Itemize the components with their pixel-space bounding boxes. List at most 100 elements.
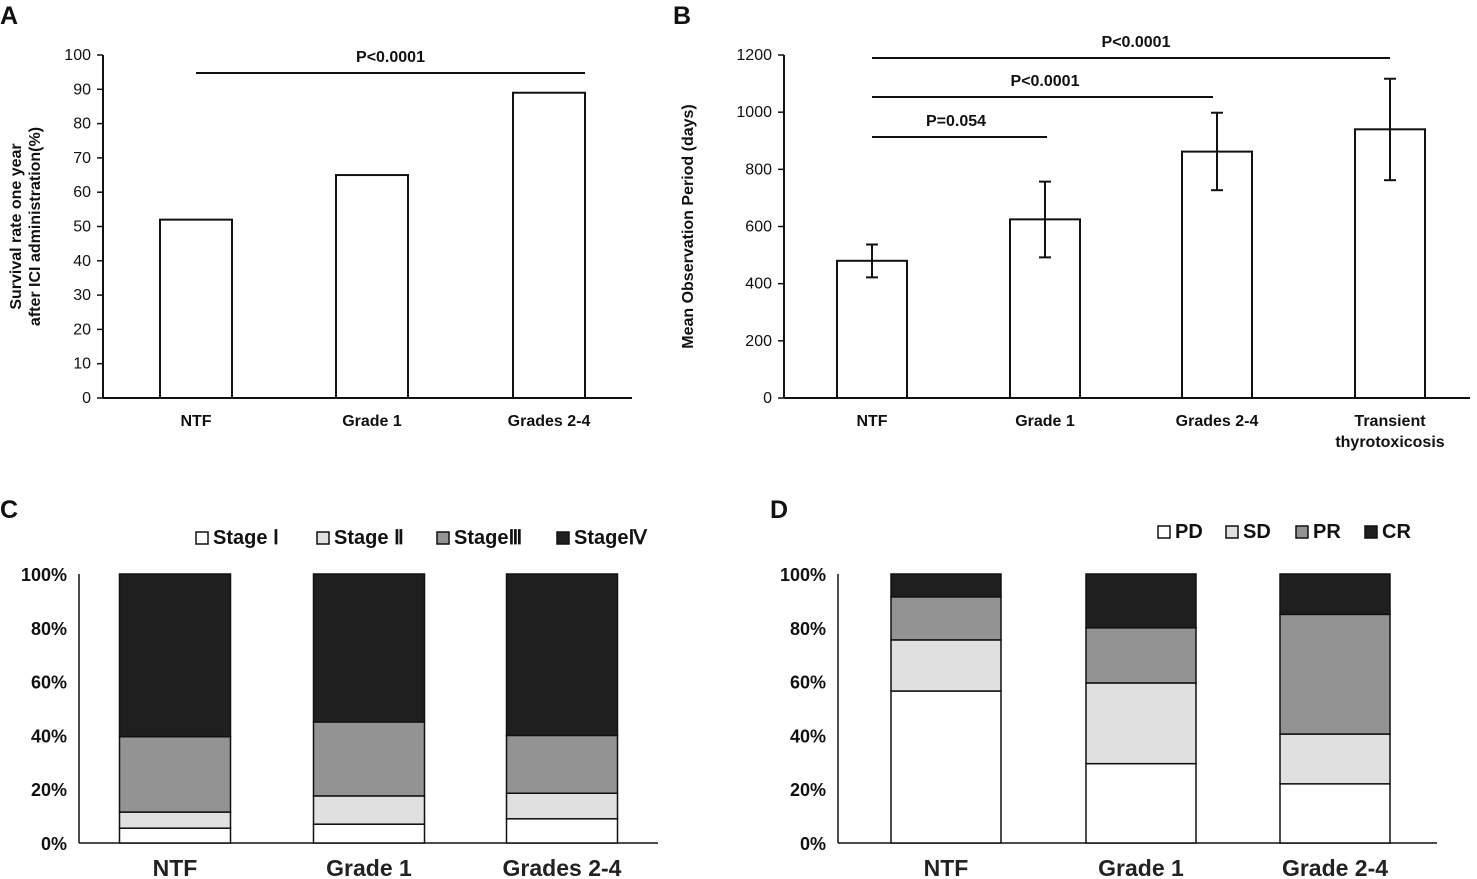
legend-swatch — [316, 531, 330, 545]
y-tick-label: 40 — [73, 253, 91, 270]
y-tick-label: 30 — [73, 287, 91, 304]
p-value-label: P<0.0001 — [1011, 73, 1080, 90]
panel-label-a: A — [0, 2, 18, 30]
segment-grades-2-4-stage — [505, 792, 619, 820]
y-tick-label: 20% — [31, 780, 67, 800]
y-axis-title: Survival rate one year after ICI administ… — [8, 127, 44, 326]
segment-grades-2-4-stage — [505, 818, 619, 844]
y-tick-label: 70 — [73, 150, 91, 167]
y-axis-title: Mean Observation Period (days) — [680, 104, 697, 349]
x-tick-label: Grades 2-4 — [508, 413, 591, 430]
segment-grade-2-4-sd — [1279, 733, 1391, 785]
legend-label: CR — [1382, 521, 1411, 543]
y-tick-label: 20% — [790, 780, 826, 800]
segment-grade-1-stage — [312, 823, 426, 844]
panel-label-b: B — [673, 2, 691, 30]
segment-ntf-cr — [890, 573, 1002, 598]
p-value-label: P<0.0001 — [1102, 34, 1171, 51]
legend-swatch — [1225, 525, 1239, 539]
bar-grade-1 — [335, 174, 409, 399]
legend-swatch — [436, 531, 450, 545]
y-tick-label: 80 — [73, 116, 91, 133]
y-tick-label: 0% — [41, 834, 67, 854]
p-value-label: P=0.054 — [926, 113, 986, 130]
x-tick-label: Grades 2-4 — [503, 855, 622, 879]
y-tick-label: 60% — [31, 673, 67, 693]
segment-grade-2-4-pd — [1279, 783, 1391, 844]
x-tick-label: Grade 1 — [1015, 413, 1075, 430]
x-tick-label: NTF — [856, 413, 887, 430]
segment-grade-1-cr — [1085, 573, 1197, 629]
y-tick-label: 100 — [64, 47, 91, 64]
y-tick-label: 1000 — [736, 104, 772, 121]
x-tick-label-line: Grades 2-4 — [1176, 413, 1259, 430]
y-tick-label: 0 — [82, 390, 91, 407]
x-tick-label-line: Grades 2-4 — [508, 413, 591, 430]
segment-grade-1-pd — [1085, 762, 1197, 844]
x-tick-label: Grade 1 — [1098, 855, 1184, 879]
x-tick-label: NTF — [153, 855, 198, 879]
x-tick-label: Transient thyrotoxicosis — [1335, 413, 1444, 451]
legend-label: Stage Ⅰ — [213, 527, 279, 549]
segment-grade-1-sd — [1085, 682, 1197, 765]
legend-label: PD — [1175, 521, 1203, 543]
bar-grades-2-4 — [1181, 150, 1253, 399]
y-tick-label: 400 — [745, 276, 772, 293]
y-tick-label: 40% — [31, 726, 67, 746]
bar-grades-2-4 — [512, 91, 586, 399]
segment-grade-1-stage — [312, 795, 426, 825]
x-tick-label: NTF — [924, 855, 969, 879]
legend-label: StageⅢ — [454, 527, 522, 549]
legend-swatch — [556, 531, 570, 545]
y-tick-label: 50 — [73, 219, 91, 236]
segment-ntf-pd — [890, 690, 1002, 844]
x-tick-label: NTF — [180, 413, 211, 430]
y-tick-label: 60 — [73, 184, 91, 201]
y-tick-label: 800 — [745, 161, 772, 178]
x-tick-label-line: Transient — [1354, 413, 1426, 430]
legend-swatch — [1295, 525, 1309, 539]
y-tick-label: 20 — [73, 321, 91, 338]
bar-ntf — [836, 259, 908, 399]
segment-grade-1-stage — [312, 721, 426, 797]
y-tick-label: 10 — [73, 356, 91, 373]
y-tick-label: 100% — [21, 565, 67, 585]
panel-a-survival-chart: 0 10 20 30 40 50 60 70 80 90 100 NTF Grade 1 Grades 2… — [8, 47, 632, 430]
bar-ntf — [159, 218, 233, 399]
x-tick-label-line: Grade 1 — [342, 413, 402, 430]
y-axis-title-line: Survival rate one year — [8, 143, 25, 309]
legend-swatch — [1364, 525, 1378, 539]
x-tick-label-line: thyrotoxicosis — [1335, 434, 1444, 451]
segment-ntf-stage — [118, 811, 232, 829]
legend-swatch — [195, 531, 209, 545]
panel-d-response-chart: 0% 20% 40% 60% 80% 100% NTF Grade 1 Grade 2-4 PD S… — [780, 521, 1437, 879]
panel-label-d: D — [770, 496, 788, 524]
x-tick-label: Grade 1 — [342, 413, 402, 430]
segment-grades-2-4-stage — [505, 734, 619, 794]
y-tick-label: 80% — [790, 619, 826, 639]
legend-label: Stage Ⅱ — [334, 527, 404, 549]
y-axis-title-line: Mean Observation Period (days) — [680, 104, 697, 349]
y-tick-label: 60% — [790, 673, 826, 693]
x-tick-label: Grades 2-4 — [1176, 413, 1259, 430]
segment-ntf-stage — [118, 827, 232, 844]
p-value-label: P<0.0001 — [356, 49, 425, 66]
panel-b-observation-chart: 0 200 400 600 800 1000 1200 NTF Grade 1 Grades 2-… — [680, 34, 1470, 451]
y-tick-label: 100% — [780, 565, 826, 585]
segment-grade-2-4-cr — [1279, 573, 1391, 616]
legend-label: SD — [1243, 521, 1271, 543]
legend-label: PR — [1313, 521, 1341, 543]
y-tick-label: 200 — [745, 333, 772, 350]
y-tick-label: 80% — [31, 619, 67, 639]
segment-grade-2-4-pr — [1279, 613, 1391, 735]
segment-ntf-stage — [118, 573, 232, 738]
x-tick-label-line: NTF — [180, 413, 211, 430]
y-tick-label: 0 — [763, 390, 772, 407]
y-tick-label: 90 — [73, 81, 91, 98]
segment-ntf-stage — [118, 735, 232, 813]
y-tick-label: 600 — [745, 219, 772, 236]
panel-label-c: C — [0, 496, 18, 524]
x-tick-label: Grade 1 — [326, 855, 412, 879]
x-tick-label-line: NTF — [856, 413, 887, 430]
